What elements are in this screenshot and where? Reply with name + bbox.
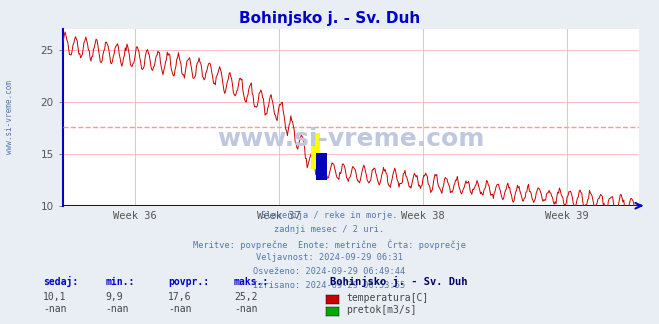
Text: -nan: -nan [43, 304, 67, 314]
Text: temperatura[C]: temperatura[C] [346, 293, 428, 303]
Text: zadnji mesec / 2 uri.: zadnji mesec / 2 uri. [274, 225, 385, 234]
Bar [316, 153, 327, 180]
Text: Veljavnost: 2024-09-29 06:31: Veljavnost: 2024-09-29 06:31 [256, 253, 403, 262]
Text: pretok[m3/s]: pretok[m3/s] [346, 306, 416, 315]
Text: Slovenija / reke in morje.: Slovenija / reke in morje. [261, 211, 398, 220]
Text: min.:: min.: [105, 277, 135, 287]
Text: povpr.:: povpr.: [168, 277, 209, 287]
Text: www.si-vreme.com: www.si-vreme.com [217, 127, 484, 151]
Text: Bohinjsko j. - Sv. Duh: Bohinjsko j. - Sv. Duh [330, 276, 467, 287]
Text: maks.:: maks.: [234, 277, 269, 287]
Bar [312, 133, 320, 169]
Text: sedaj:: sedaj: [43, 276, 78, 287]
Text: -nan: -nan [168, 304, 192, 314]
Text: Meritve: povprečne  Enote: metrične  Črta: povprečje: Meritve: povprečne Enote: metrične Črta:… [193, 239, 466, 249]
Text: Osveženo: 2024-09-29 06:49:44: Osveženo: 2024-09-29 06:49:44 [253, 267, 406, 276]
Text: www.si-vreme.com: www.si-vreme.com [5, 80, 14, 154]
Text: -nan: -nan [234, 304, 258, 314]
Text: 9,9: 9,9 [105, 292, 123, 302]
Text: Bohinjsko j. - Sv. Duh: Bohinjsko j. - Sv. Duh [239, 11, 420, 26]
Text: -nan: -nan [105, 304, 129, 314]
Text: 25,2: 25,2 [234, 292, 258, 302]
Text: Izrisano: 2024-09-29 06:53:55: Izrisano: 2024-09-29 06:53:55 [253, 281, 406, 290]
Text: 10,1: 10,1 [43, 292, 67, 302]
Text: 17,6: 17,6 [168, 292, 192, 302]
